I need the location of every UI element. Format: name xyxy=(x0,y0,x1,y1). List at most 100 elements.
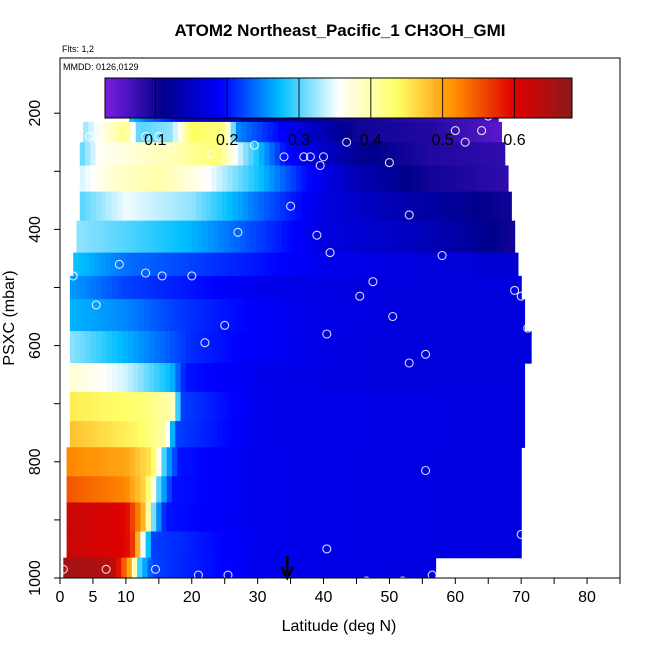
heatmap-cell xyxy=(504,447,510,477)
heatmap-cell xyxy=(175,299,182,332)
heatmap-cell xyxy=(259,421,266,448)
heatmap-cell xyxy=(185,421,192,448)
heatmap-cell xyxy=(208,531,215,559)
heatmap-cell xyxy=(124,476,131,504)
colorbar-segment xyxy=(399,78,404,118)
heatmap-cell xyxy=(298,476,305,504)
y-tick-label: 200 xyxy=(27,100,44,127)
heatmap-cell xyxy=(101,275,108,300)
heatmap-cell xyxy=(263,557,270,578)
heatmap-cell xyxy=(314,447,321,477)
heatmap-cell xyxy=(316,191,323,222)
heatmap-cell xyxy=(507,299,514,332)
heatmap-cell xyxy=(330,447,336,477)
heatmap-cell xyxy=(451,447,458,477)
colorbar-segment xyxy=(151,78,156,118)
heatmap-cell xyxy=(479,252,485,277)
heatmap-cell xyxy=(158,165,165,193)
heatmap-cell xyxy=(457,252,464,277)
heatmap-cell xyxy=(296,331,303,364)
heatmap-cell xyxy=(385,191,392,222)
heatmap-cell xyxy=(238,299,245,332)
heatmap-cell xyxy=(103,476,110,504)
heatmap-cell xyxy=(264,331,271,364)
heatmap-cell xyxy=(477,220,483,254)
heatmap-cell xyxy=(480,165,487,193)
heatmap-cell xyxy=(146,252,153,277)
heatmap-cell xyxy=(415,252,422,277)
heatmap-cell xyxy=(289,252,296,277)
heatmap-cell xyxy=(359,421,366,448)
colorbar-segment xyxy=(166,78,170,118)
heatmap-cell xyxy=(269,142,276,167)
observation-circle xyxy=(460,137,470,147)
heatmap-cell xyxy=(384,252,391,277)
heatmap-cell xyxy=(195,191,202,222)
heatmap-cell xyxy=(396,191,402,222)
heatmap-cell xyxy=(224,476,231,504)
heatmap-cell xyxy=(238,421,245,448)
heatmap-cell xyxy=(451,531,458,559)
colorbar-segment xyxy=(315,78,319,118)
heatmap-cell xyxy=(97,220,104,254)
heatmap-cell xyxy=(482,502,489,533)
heatmap-cell xyxy=(465,421,472,448)
y-axis-label: PSXC (mbar) xyxy=(1,270,18,365)
heatmap-cell xyxy=(407,331,414,364)
heatmap-cell xyxy=(222,299,229,332)
heatmap-cell xyxy=(98,531,105,559)
heatmap-cell xyxy=(212,299,219,332)
colorbar-segment xyxy=(563,78,567,118)
colorbar-segment xyxy=(250,78,255,118)
plot-frame xyxy=(59,57,621,579)
heatmap-cell xyxy=(143,363,150,393)
heatmap-cell xyxy=(275,331,282,364)
heatmap-cell xyxy=(112,392,118,422)
heatmap-cell xyxy=(96,421,103,448)
heatmap-cell xyxy=(243,191,250,222)
heatmap-cell xyxy=(272,447,279,477)
colorbar-segment xyxy=(367,78,372,118)
heatmap-cell xyxy=(461,502,468,533)
heatmap-cell xyxy=(182,447,189,477)
heatmap-cell xyxy=(393,531,400,559)
heatmap-cell xyxy=(204,252,211,277)
heatmap-cell xyxy=(210,557,217,578)
heatmap-cell xyxy=(172,121,179,143)
heatmap-cell xyxy=(219,447,226,477)
heatmap-cell xyxy=(90,392,97,422)
heatmap-cell xyxy=(126,557,133,578)
colorbar-tick-label: 0.6 xyxy=(503,132,525,149)
heatmap-cell xyxy=(96,363,103,393)
heatmap-cell xyxy=(307,421,313,448)
heatmap-cell xyxy=(124,447,131,477)
heatmap-cell xyxy=(147,557,154,578)
heatmap-cell xyxy=(164,191,170,222)
heatmap-cell xyxy=(154,275,161,300)
heatmap-cell xyxy=(137,142,144,167)
observation-circle xyxy=(286,201,296,211)
heatmap-cell xyxy=(179,557,186,578)
heatmap-cell xyxy=(357,121,363,143)
heatmap-cell xyxy=(175,392,182,422)
heatmap-cell xyxy=(282,531,289,559)
heatmap-cell xyxy=(194,252,201,277)
heatmap-cell xyxy=(114,502,120,533)
heatmap-cell xyxy=(343,191,350,222)
heatmap-cell xyxy=(245,476,252,504)
heatmap-cell xyxy=(180,392,187,422)
heatmap-cell xyxy=(351,121,358,143)
heatmap-cell xyxy=(71,476,78,504)
heatmap-cell xyxy=(328,275,335,300)
heatmap-cell xyxy=(490,165,497,193)
heatmap-cell xyxy=(150,476,157,504)
heatmap-cell xyxy=(370,421,377,448)
colorbar-segment xyxy=(242,78,246,118)
colorbar-segment xyxy=(434,78,439,118)
heatmap-cell xyxy=(296,363,303,393)
heatmap-cell xyxy=(133,331,139,364)
heatmap-cell xyxy=(190,142,197,167)
colorbar: 0.1 0.2 0.3 0.4 0.5 0.6 xyxy=(104,77,573,149)
heatmap-cell xyxy=(395,557,402,578)
heatmap-cell xyxy=(85,421,92,448)
